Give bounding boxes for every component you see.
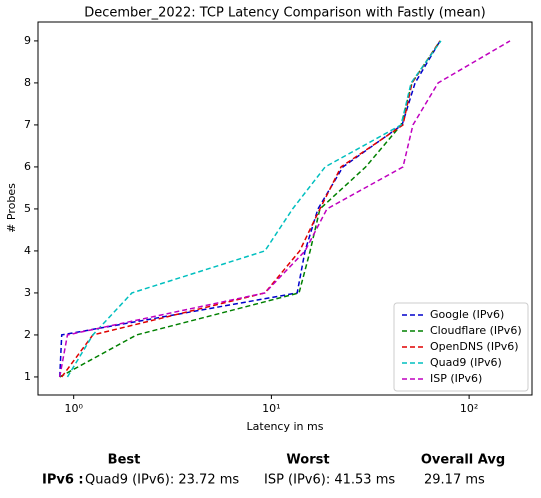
x-axis-label: Latency in ms [247, 420, 324, 433]
series-line [58, 40, 511, 378]
y-tick-label: 6 [24, 160, 31, 173]
y-axis-label: # Probes [5, 183, 18, 233]
y-tick-label: 3 [24, 286, 31, 299]
legend-label: OpenDNS (IPv6) [430, 340, 519, 353]
series-line [66, 40, 442, 378]
summary-header: Best [108, 453, 141, 468]
summary-row-label: IPv6 : [42, 473, 84, 488]
x-tick-label: 10² [460, 402, 478, 415]
y-tick-label: 5 [24, 202, 31, 215]
summary-value: 29.17 ms [424, 473, 485, 488]
summary-value: ISP (IPv6): 41.53 ms [264, 473, 395, 488]
legend-label: Cloudflare (IPv6) [430, 324, 522, 337]
summary-header: Overall Avg [421, 453, 505, 468]
x-tick-label: 10⁰ [64, 402, 83, 415]
y-tick-label: 1 [24, 370, 31, 383]
legend-box [393, 302, 529, 392]
y-tick-label: 7 [24, 118, 31, 131]
series-line [58, 40, 441, 377]
legend-label: Quad9 (IPv6) [430, 356, 502, 369]
y-tick-label: 8 [24, 76, 31, 89]
x-tick-label: 10¹ [262, 402, 280, 415]
chart-title: December_2022: TCP Latency Comparison wi… [84, 6, 486, 21]
y-tick-label: 2 [24, 328, 31, 341]
series-line [61, 40, 441, 378]
y-tick-label: 4 [24, 244, 31, 257]
legend-label: ISP (IPv6) [430, 372, 482, 385]
legend-label: Google (IPv6) [430, 308, 504, 321]
y-tick-label: 9 [24, 34, 31, 47]
summary-value: Quad9 (IPv6): 23.72 ms [85, 473, 239, 488]
series-line [59, 40, 441, 378]
summary-header: Worst [286, 453, 329, 468]
